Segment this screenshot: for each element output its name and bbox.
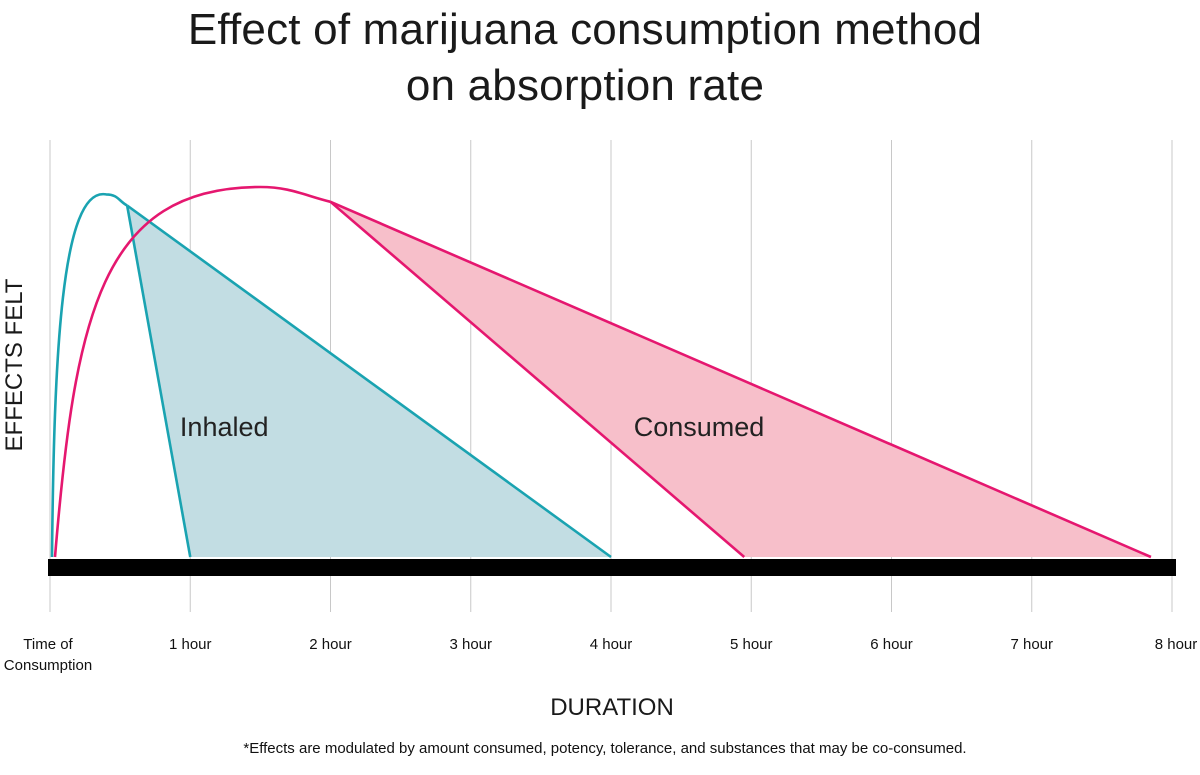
consumed-label: Consumed: [634, 412, 765, 442]
inhaled-slow-decline-line: [126, 204, 612, 559]
x-tick-label-0: Time of Consumption: [4, 636, 92, 674]
series-labels: Inhaled Consumed: [180, 412, 764, 442]
inhaled-fast-decline-line: [125, 205, 192, 558]
x-tick-label-5: 5 hour: [730, 636, 773, 653]
x-tick-label-6: 6 hour: [870, 636, 913, 653]
x-tick-label-8-line-0: 8 hour: [1155, 636, 1198, 653]
x-tick-label-2-line-0: 2 hour: [309, 636, 352, 653]
y-axis-label: EFFECTS FELT: [1, 278, 28, 451]
footnote: *Effects are modulated by amount consume…: [243, 740, 967, 757]
x-tick-label-2: 2 hour: [309, 636, 352, 653]
x-axis-baseline: [48, 559, 1176, 576]
x-tick-label-5-line-0: 5 hour: [730, 636, 773, 653]
x-tick-label-0-line-0: Time of: [23, 636, 73, 653]
x-tick-label-4-line-0: 4 hour: [590, 636, 633, 653]
inhaled-rise-curve: [50, 193, 128, 558]
x-tick-label-1: 1 hour: [169, 636, 212, 653]
x-tick-label-3: 3 hour: [449, 636, 492, 653]
inhaled-label: Inhaled: [180, 412, 269, 442]
x-tick-label-7: 7 hour: [1010, 636, 1053, 653]
x-tick-label-1-line-0: 1 hour: [169, 636, 212, 653]
series-fill-areas: [127, 201, 1151, 558]
consumed-slow-decline-line: [329, 200, 1152, 559]
x-tick-label-7-line-0: 7 hour: [1010, 636, 1053, 653]
x-axis-label: DURATION: [550, 694, 674, 721]
consumed-fast-decline-line: [329, 200, 746, 558]
x-tick-label-4: 4 hour: [590, 636, 633, 653]
x-tick-label-3-line-0: 3 hour: [449, 636, 492, 653]
x-tick-labels: Time of Consumption 1 hour 2 hour 3 hour 4 ho…: [4, 636, 1197, 674]
chart-title-line-1: Effect of marijuana consumption method: [187, 5, 983, 54]
x-tick-label-6-line-0: 6 hour: [870, 636, 913, 653]
consumed-rise-curve: [53, 185, 331, 558]
chart-title: Effect of marijuana consumption method o…: [0, 2, 1170, 114]
chart-title-line-2: on absorption rate: [405, 61, 765, 110]
series-lines: [50, 185, 1152, 559]
x-tick-label-8: 8 hour: [1155, 636, 1198, 653]
x-tick-label-0-line-1: Consumption: [4, 657, 92, 674]
